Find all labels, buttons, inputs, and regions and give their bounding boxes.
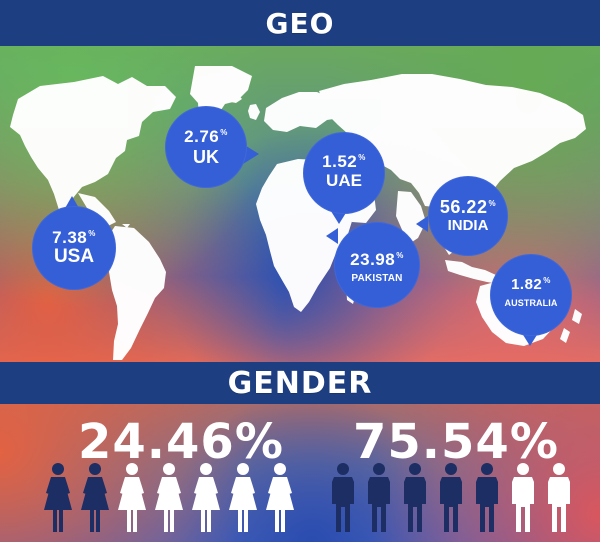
female-icon — [229, 463, 257, 532]
pakistan-label: PAKISTAN — [351, 273, 403, 284]
female-icon — [44, 463, 72, 532]
male-icon — [512, 463, 534, 532]
australia-value: 1.82% — [511, 276, 551, 293]
male-icon — [440, 463, 462, 532]
uk-bubble: 2.76% UK — [165, 106, 247, 188]
gender-title: GENDER — [227, 365, 373, 401]
uae-value: 1.52% — [322, 152, 366, 171]
female-percentage: 24.46% — [78, 414, 284, 470]
male-percentage: 75.54% — [353, 414, 559, 470]
geo-map-panel: 2.76% UK 1.52% UAE 7.38% USA 23.98% PAKI… — [0, 46, 600, 362]
south-america-shape — [104, 226, 166, 360]
geo-title: GEO — [265, 6, 335, 40]
new-zealand-shape — [560, 309, 582, 343]
japan-shape — [521, 130, 535, 161]
female-icon — [81, 463, 109, 532]
india-value: 56.22% — [439, 197, 497, 217]
india-bubble: 56.22% INDIA — [428, 176, 508, 256]
female-icon — [266, 463, 294, 532]
pakistan-value: 23.98% — [350, 250, 404, 269]
female-icons — [41, 462, 319, 534]
male-icon — [404, 463, 426, 532]
uae-label: UAE — [326, 171, 362, 190]
australia-label: AUSTRALIA — [504, 298, 558, 308]
gender-header: GENDER — [0, 362, 600, 404]
usa-bubble: 7.38% USA — [32, 206, 116, 290]
uae-bubble: 1.52% UAE — [303, 132, 385, 214]
female-icon — [192, 463, 220, 532]
pakistan-bubble: 23.98% PAKISTAN — [334, 222, 420, 308]
uk-value: 2.76% — [184, 127, 228, 146]
uk-pointer — [243, 144, 259, 164]
male-icon — [368, 463, 390, 532]
iceland-shape — [226, 93, 242, 103]
female-icon — [118, 463, 146, 532]
geo-header: GEO — [0, 0, 600, 46]
central-america-shape — [78, 193, 116, 226]
india-label: INDIA — [447, 217, 489, 234]
female-icon — [155, 463, 183, 532]
north-america-shape — [10, 76, 176, 210]
male-icons — [326, 462, 570, 534]
usa-label: USA — [53, 246, 95, 267]
uk-label: UK — [193, 147, 219, 167]
male-icon — [332, 463, 354, 532]
asia-shape — [319, 74, 586, 222]
indonesia-shape — [445, 260, 507, 284]
usa-value: 7.38% — [52, 228, 96, 247]
india-pointer — [416, 216, 428, 232]
pakistan-pointer — [326, 228, 338, 244]
male-icon — [548, 463, 570, 532]
uk-shape — [248, 104, 260, 120]
australia-bubble: 1.82% AUSTRALIA — [490, 254, 572, 336]
male-icon — [476, 463, 498, 532]
